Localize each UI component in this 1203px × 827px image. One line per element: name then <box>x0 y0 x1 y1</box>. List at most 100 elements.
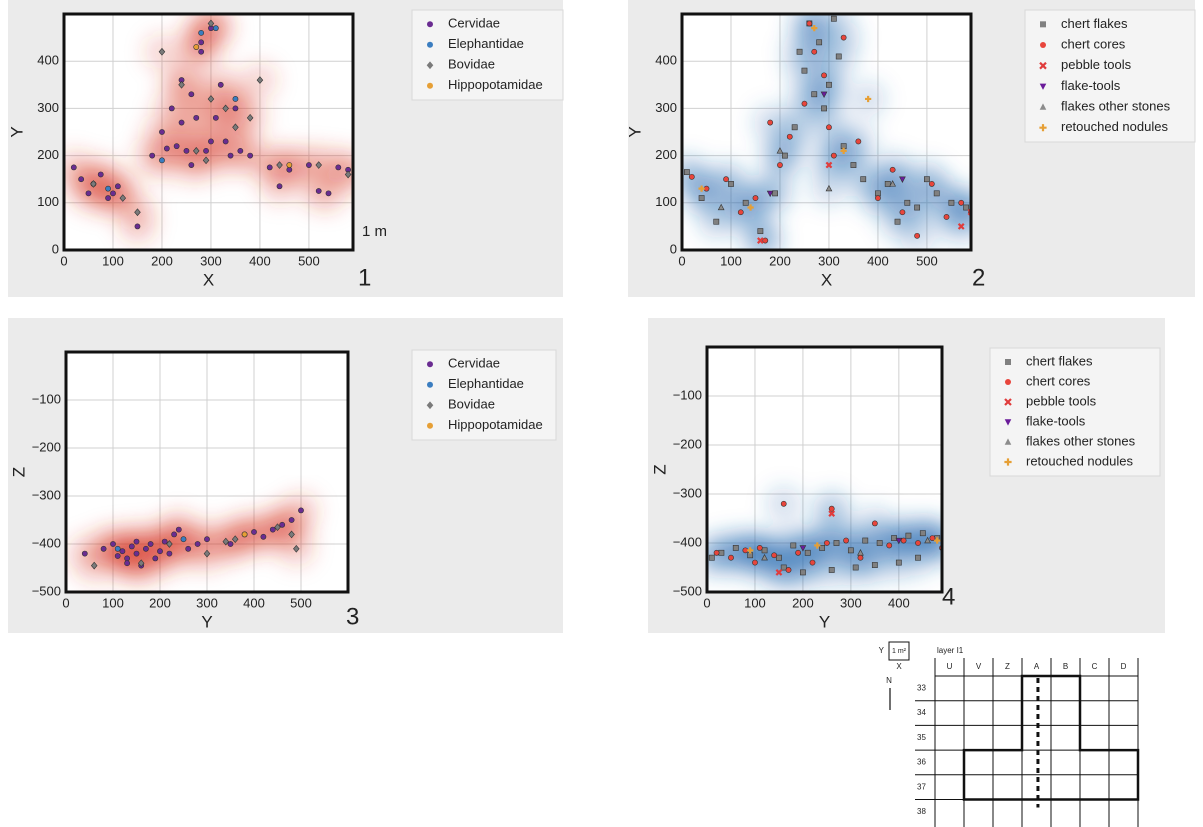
point <box>90 561 98 570</box>
point <box>114 553 121 559</box>
x-tick-label: 0 <box>678 253 685 268</box>
point <box>819 544 826 551</box>
x-tick-label: 400 <box>888 595 910 610</box>
legend-label: flakes other stones <box>1026 433 1136 448</box>
x-tick-label: 400 <box>243 595 265 610</box>
point <box>862 537 869 544</box>
legend-label: Cervidae <box>448 356 500 371</box>
point <box>828 567 835 573</box>
point <box>110 541 116 547</box>
x-tick-label: 200 <box>149 595 171 610</box>
point <box>133 550 140 557</box>
y-tick-label: −200 <box>32 439 61 454</box>
point <box>222 138 229 145</box>
point <box>830 15 837 22</box>
point <box>81 550 88 557</box>
point <box>708 554 715 561</box>
point <box>232 105 239 112</box>
x-tick-label: 100 <box>102 253 124 268</box>
point <box>274 523 281 532</box>
plot-frame <box>705 345 944 594</box>
x-tick-label: 200 <box>769 253 791 268</box>
legend-box <box>1024 9 1196 143</box>
legend-marker <box>1040 42 1046 48</box>
point <box>806 20 813 27</box>
point <box>790 542 797 549</box>
y-tick-label: −400 <box>32 535 61 550</box>
y-tick-label: 0 <box>52 241 59 256</box>
point <box>247 152 254 159</box>
point <box>843 537 849 544</box>
point <box>855 138 862 145</box>
legend-marker <box>1039 83 1047 90</box>
x-tick-label: 200 <box>151 253 173 268</box>
point <box>315 161 322 169</box>
legend-marker <box>1005 379 1011 385</box>
x-tick-label: 400 <box>249 253 271 268</box>
point <box>919 530 926 537</box>
legend-label: Bovidae <box>448 57 495 72</box>
point <box>781 152 788 159</box>
point <box>713 549 720 556</box>
x-tick-label: 0 <box>60 253 67 268</box>
legend-label: pebble tools <box>1061 57 1132 72</box>
annotation: 1 m <box>362 223 387 240</box>
point <box>924 536 931 544</box>
point <box>180 536 187 543</box>
point <box>147 541 154 547</box>
point <box>833 540 840 546</box>
x-tick-label: 400 <box>867 253 889 268</box>
north-label: N <box>886 676 892 685</box>
point <box>840 34 847 41</box>
point <box>231 535 239 544</box>
point <box>232 96 239 102</box>
y-tick-label: −300 <box>673 485 702 500</box>
point <box>183 147 190 154</box>
excavated-area <box>962 674 1140 801</box>
point <box>889 166 896 173</box>
point <box>315 188 322 194</box>
point <box>207 95 215 103</box>
point <box>203 549 211 558</box>
legend-marker <box>427 41 433 48</box>
point <box>298 507 304 514</box>
point <box>185 545 192 552</box>
point <box>777 162 783 168</box>
point <box>771 552 778 559</box>
point <box>188 91 195 98</box>
legend-marker <box>1039 103 1047 110</box>
point <box>288 517 295 523</box>
x-axis-label: Y <box>201 612 212 631</box>
point <box>816 39 823 46</box>
point <box>193 147 200 155</box>
plot-frame <box>680 12 973 252</box>
point <box>159 129 165 135</box>
legend-marker <box>1039 124 1047 132</box>
point <box>159 157 165 164</box>
row-label: 37 <box>917 782 926 791</box>
point <box>178 80 185 89</box>
legend-marker <box>427 82 433 89</box>
y-axis-label: Z <box>650 464 669 474</box>
point <box>860 176 867 183</box>
point <box>193 44 200 50</box>
legend-label: flakes other stones <box>1061 98 1171 113</box>
y-tick-label: 200 <box>655 147 677 162</box>
panel-label: 1 <box>358 264 371 291</box>
panel-label: 2 <box>972 264 985 291</box>
point <box>875 195 881 201</box>
point <box>929 535 936 541</box>
column-label: C <box>1092 662 1098 671</box>
point <box>761 553 768 561</box>
point <box>208 138 214 145</box>
column-label: Z <box>1005 662 1010 671</box>
x-tick-label: 300 <box>196 595 218 610</box>
density-blob <box>743 223 778 250</box>
point <box>811 48 818 55</box>
point <box>173 143 180 150</box>
point <box>762 237 769 244</box>
legend-marker <box>1004 398 1012 406</box>
point <box>194 541 201 547</box>
point <box>163 145 170 152</box>
